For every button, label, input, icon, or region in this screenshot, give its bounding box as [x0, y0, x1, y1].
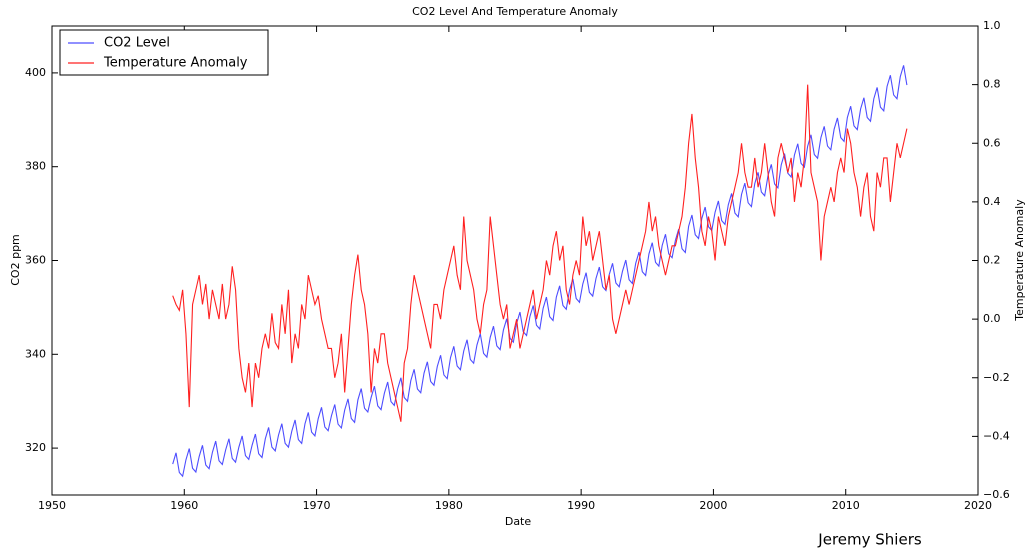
legend-box [59, 29, 269, 76]
plot-frame [51, 25, 979, 496]
x-tick-label: 2010 [832, 499, 860, 512]
legend-label: Temperature Anomaly [103, 56, 248, 71]
y2-axis-label: Temperature Anomaly [1013, 199, 1026, 322]
x-tick-label: 1970 [303, 499, 331, 512]
y2-tick-label: 0.2 [983, 254, 1001, 267]
y-tick-label: 320 [25, 441, 46, 454]
x-axis-label: Date [505, 515, 532, 528]
x-tick-label: 1960 [170, 499, 198, 512]
y-axis-label: CO2 ppm [9, 234, 22, 286]
legend-label: CO2 Level [104, 36, 170, 51]
y-tick-label: 380 [25, 160, 46, 173]
x-tick-label: 1990 [567, 499, 595, 512]
y2-tick-label: −0.2 [983, 371, 1010, 384]
x-tick-label: 2020 [964, 499, 992, 512]
y2-tick-label: −0.6 [983, 488, 1010, 501]
series-line [172, 65, 908, 478]
y2-tick-label: −0.4 [983, 429, 1010, 442]
y-tick-label: 340 [25, 347, 46, 360]
y-tick-label: 400 [25, 66, 46, 79]
x-tick-label: 1980 [435, 499, 463, 512]
y2-tick-label: 1.0 [983, 19, 1001, 32]
y2-tick-label: 0.8 [983, 78, 1001, 91]
y2-tick-label: 0.0 [983, 312, 1001, 325]
chart-title: CO2 Level And Temperature Anomaly [412, 5, 618, 18]
x-tick-label: 1950 [38, 499, 66, 512]
y-tick-label: 360 [25, 254, 46, 267]
series-line [172, 84, 908, 422]
author-annotation: Jeremy Shiers [817, 531, 922, 549]
y2-tick-label: 0.6 [983, 136, 1001, 149]
x-tick-label: 2000 [699, 499, 727, 512]
y2-tick-label: 0.4 [983, 195, 1001, 208]
